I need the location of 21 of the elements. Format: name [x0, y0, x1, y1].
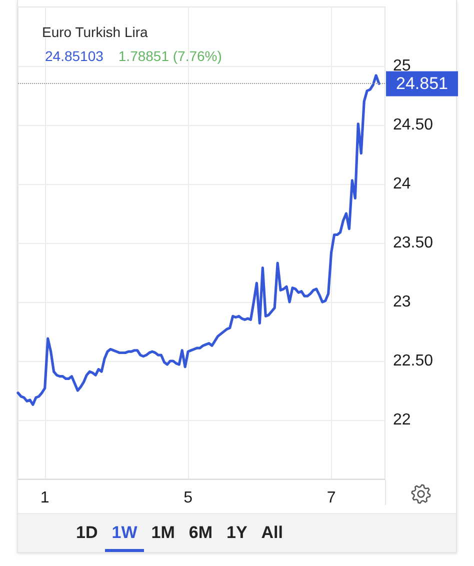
y-tick-label: 22.50	[393, 352, 434, 370]
y-tick-label: 23.50	[393, 234, 434, 252]
y-tick-label: 24	[393, 176, 411, 192]
x-tick-label: 1	[40, 490, 50, 506]
y-tick-label: 24.50	[393, 116, 434, 134]
line-series	[16, 74, 380, 406]
time-range-tab[interactable]: 6M	[182, 514, 220, 552]
x-tick-label: 7	[326, 490, 336, 506]
y-tick-label: 23	[393, 294, 411, 310]
time-range-tab[interactable]: 1W	[104, 514, 144, 552]
ref-line-label: 24.851	[396, 74, 448, 94]
y-tick-label: 25	[393, 58, 411, 74]
text: 24.85103	[45, 48, 104, 64]
x-tick-label: 5	[184, 490, 193, 506]
annotation: 1.78851 (7.76%)	[118, 48, 222, 64]
time-range-tab[interactable]: 1Y	[219, 514, 254, 552]
text: Euro Turkish Lira	[42, 24, 148, 40]
time-range-tab[interactable]: All	[254, 514, 290, 552]
time-range-tab[interactable]: 1M	[144, 514, 182, 552]
y-tick-label: 22	[393, 412, 411, 428]
time-range-tab[interactable]: 1D	[69, 514, 105, 552]
